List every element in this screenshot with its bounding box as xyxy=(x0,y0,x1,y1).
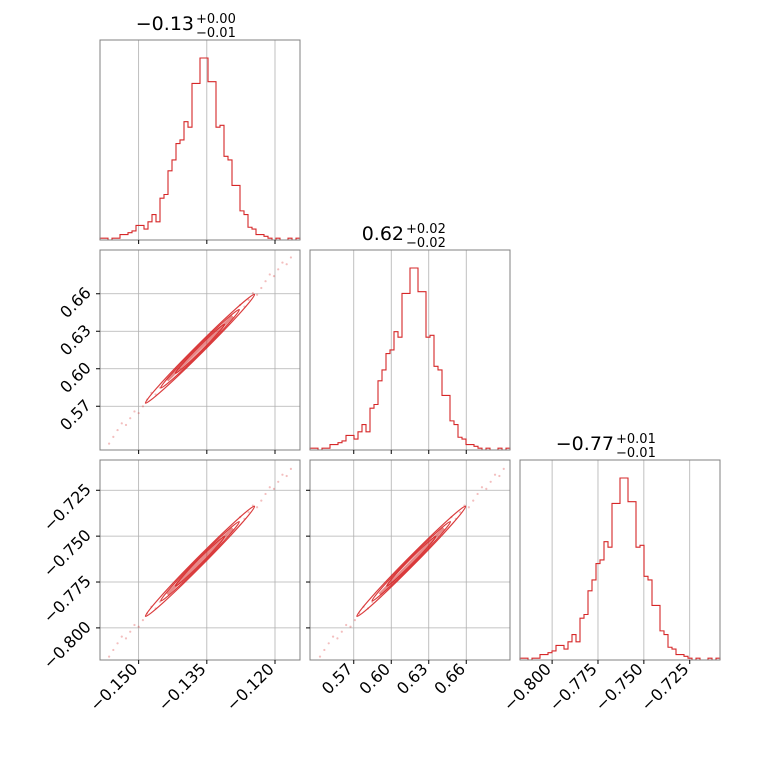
correlation-panel-0-1 xyxy=(96,249,301,454)
scatter-point-2-37 xyxy=(476,492,479,496)
correlation-frame-2 xyxy=(309,459,511,661)
correlation-panel-1-2 xyxy=(306,459,511,664)
contour-level-1-2 xyxy=(144,505,256,618)
scatter-point-0-41 xyxy=(281,261,284,264)
histogram-steps-1 xyxy=(309,267,511,451)
contour-level-2-1 xyxy=(371,520,452,602)
histogram-title-1: 0.62 +0.02−0.02 xyxy=(362,222,446,251)
scatter-point-2-35 xyxy=(467,506,470,509)
scatter-point-0-6 xyxy=(133,410,136,413)
contour-level-0-2 xyxy=(144,293,256,404)
scatter-point-1-0 xyxy=(107,655,111,658)
scatter-point-2-5 xyxy=(340,630,343,633)
scatter-point-2-6 xyxy=(345,623,348,627)
scatter-point-1-42 xyxy=(285,474,288,478)
scatter-point-2-41 xyxy=(493,473,497,476)
scatter-point-2-40 xyxy=(489,480,492,483)
scatter-point-2-3 xyxy=(331,635,335,638)
scatter-point-0-33 xyxy=(247,298,250,301)
scatter-point-1-2 xyxy=(116,642,119,645)
histogram-title-plus-1: +0.02 xyxy=(406,222,446,237)
scatter-point-2-2 xyxy=(327,642,330,645)
scatter-point-2-38 xyxy=(480,486,484,489)
density-core-0 xyxy=(166,315,234,382)
scatter-point-1-7 xyxy=(137,625,140,628)
scatter-point-1-41 xyxy=(281,473,284,476)
density-core-1 xyxy=(166,527,234,596)
scatter-point-1-37 xyxy=(264,492,267,496)
histogram-title-plus-2: +0.01 xyxy=(616,432,656,447)
scatter-point-0-4 xyxy=(124,423,128,427)
histogram-steps-0 xyxy=(99,57,301,241)
scatter-point-1-33 xyxy=(247,511,250,514)
correlation-frame-0 xyxy=(99,249,301,451)
scatter-point-2-39 xyxy=(485,487,488,490)
scatter-point-0-2 xyxy=(116,428,119,432)
scatter-point-2-8 xyxy=(353,618,356,622)
scatter-point-0-3 xyxy=(120,422,123,425)
scatter-point-2-0 xyxy=(318,655,322,658)
scatter-point-0-7 xyxy=(137,411,140,415)
scatter-point-2-33 xyxy=(459,511,462,514)
histogram-frame-2 xyxy=(519,459,721,661)
scatter-point-1-40 xyxy=(277,480,280,483)
scatter-point-0-5 xyxy=(129,417,132,420)
histogram-title-2: −0.77 +0.01−0.01 xyxy=(556,432,656,461)
scatter-point-0-37 xyxy=(264,280,267,283)
histogram-title-minus-1: −0.02 xyxy=(406,236,446,251)
scatter-point-2-36 xyxy=(472,499,475,502)
contour-level-2-2 xyxy=(356,505,467,618)
scatter-point-1-3 xyxy=(120,635,123,638)
scatter-point-1-38 xyxy=(268,486,271,489)
scatter-point-1-43 xyxy=(289,467,293,471)
histogram-title-minus-0: −0.01 xyxy=(196,26,236,41)
scatter-point-1-5 xyxy=(129,630,132,633)
histogram-title-plus-0: +0.00 xyxy=(196,12,236,27)
scatter-point-0-1 xyxy=(112,435,115,438)
scatter-point-2-4 xyxy=(336,637,339,640)
contour-level-0-1 xyxy=(160,308,240,389)
histogram-frame-1 xyxy=(309,249,511,451)
scatter-point-0-34 xyxy=(251,291,254,295)
scatter-point-0-42 xyxy=(285,263,288,266)
histogram-title-value-2: −0.77 xyxy=(556,433,614,455)
correlation-panel-0-2 xyxy=(96,459,301,664)
scatter-point-2-42 xyxy=(498,474,501,478)
scatter-point-1-36 xyxy=(260,499,263,502)
scatter-point-2-1 xyxy=(323,648,326,652)
scatter-point-0-43 xyxy=(289,256,293,259)
histogram-title-value-1: 0.62 xyxy=(362,223,404,245)
histogram-title-0: −0.13 +0.00−0.01 xyxy=(136,12,236,41)
scatter-point-0-38 xyxy=(268,273,271,276)
scatter-point-0-36 xyxy=(260,286,263,290)
scatter-point-0-8 xyxy=(141,405,145,408)
scatter-point-1-8 xyxy=(141,618,145,622)
density-core-2 xyxy=(378,527,445,596)
histogram-panel-0: −0.13 +0.00−0.01 xyxy=(99,12,301,244)
scatter-point-0-11 xyxy=(154,393,157,396)
histogram-steps-2 xyxy=(519,477,721,661)
histogram-title-minus-2: −0.01 xyxy=(616,446,656,461)
histogram-title-value-0: −0.13 xyxy=(136,13,194,35)
scatter-point-0-39 xyxy=(272,274,276,278)
scatter-point-1-39 xyxy=(272,487,276,490)
scatter-point-0-35 xyxy=(255,293,259,296)
contour-level-1-1 xyxy=(160,520,240,602)
scatter-point-2-7 xyxy=(349,625,352,628)
scatter-point-2-43 xyxy=(502,467,505,471)
histogram-frame-0 xyxy=(99,39,301,241)
histogram-panel-1: 0.62 +0.02−0.02 xyxy=(309,222,511,454)
scatter-point-1-6 xyxy=(133,623,136,627)
scatter-point-1-1 xyxy=(112,648,115,652)
scatter-point-1-4 xyxy=(124,637,128,640)
scatter-point-0-0 xyxy=(107,442,111,445)
scatter-point-1-35 xyxy=(255,506,259,509)
scatter-point-0-40 xyxy=(277,268,280,271)
correlation-frame-1 xyxy=(99,459,301,661)
histogram-panel-2: −0.77 +0.01−0.01 xyxy=(519,432,721,664)
